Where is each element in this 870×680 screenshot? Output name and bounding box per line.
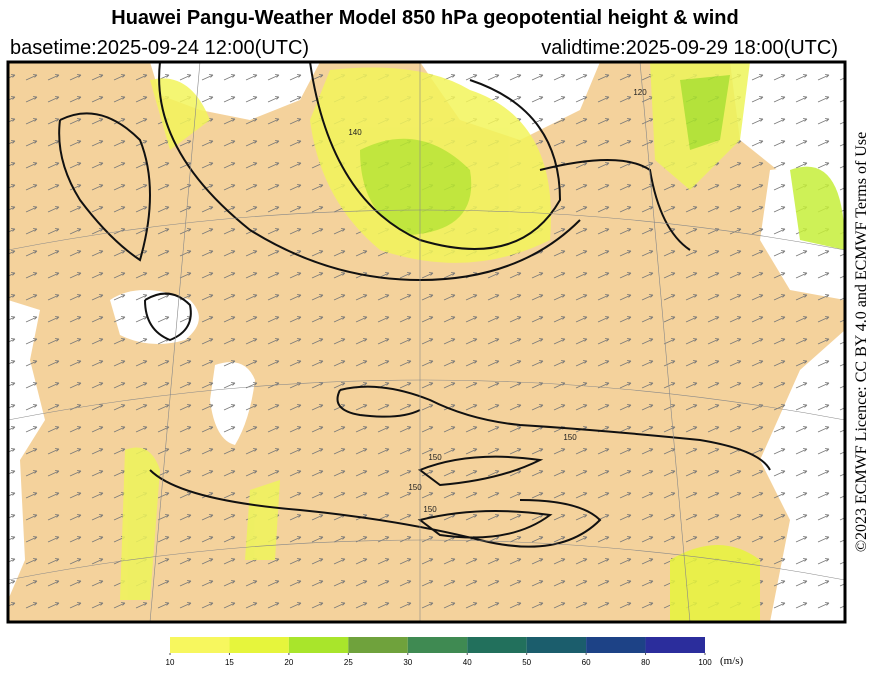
- contour-labels: 140 120 150 150 150 150: [348, 88, 647, 514]
- colorbar-tick-label: 10: [166, 658, 175, 667]
- colorbar-segment: [348, 637, 408, 653]
- colorbar-tick-label: 100: [698, 658, 712, 667]
- colorbar-unit: (m/s): [720, 655, 744, 667]
- contours: [58, 62, 771, 548]
- colorbar-segment: [407, 637, 468, 653]
- colorbar-tick-label: 40: [463, 658, 472, 667]
- colorbar-segment: [586, 637, 646, 653]
- basetime: basetime:2025-09-24 12:00(UTC): [10, 37, 309, 59]
- graticule: [8, 62, 845, 622]
- colorbar-segment: [170, 637, 230, 653]
- colorbar-tick-label: 25: [344, 658, 353, 667]
- colorbar-tick-label: 20: [284, 658, 293, 667]
- colorbar-segment: [645, 637, 705, 653]
- map-frame: [6, 60, 847, 624]
- colorbar-tick-label: 15: [225, 658, 234, 667]
- contour-label: 120: [633, 88, 647, 97]
- colorbar-tick-label: 50: [522, 658, 531, 667]
- map: 140 120 150 150 150 150: [8, 62, 845, 622]
- contour-label: 140: [348, 128, 362, 137]
- contour-label: 150: [563, 433, 577, 442]
- wind-shading: [120, 62, 845, 622]
- colorbar-segment: [467, 637, 527, 653]
- colorbar-segment: [288, 637, 349, 653]
- colorbar-segment: [229, 637, 289, 653]
- colorbar-tick-label: 80: [641, 658, 650, 667]
- credit: ©2023 ECMWF Licence: CC BY 4.0 and ECMWF…: [853, 132, 870, 552]
- colorbar-tick-label: 60: [582, 658, 591, 667]
- contour-label: 150: [423, 505, 437, 514]
- colorbar-tick-label: 30: [403, 658, 412, 667]
- title: Huawei Pangu-Weather Model 850 hPa geopo…: [111, 7, 738, 29]
- contour-label: 150: [408, 483, 422, 492]
- contour-label: 150: [428, 453, 442, 462]
- colorbar-segment: [526, 637, 587, 653]
- validtime: validtime:2025-09-29 18:00(UTC): [541, 37, 838, 59]
- colorbar: 10 15 20 25 30 40 50 60 80 100: [166, 637, 712, 667]
